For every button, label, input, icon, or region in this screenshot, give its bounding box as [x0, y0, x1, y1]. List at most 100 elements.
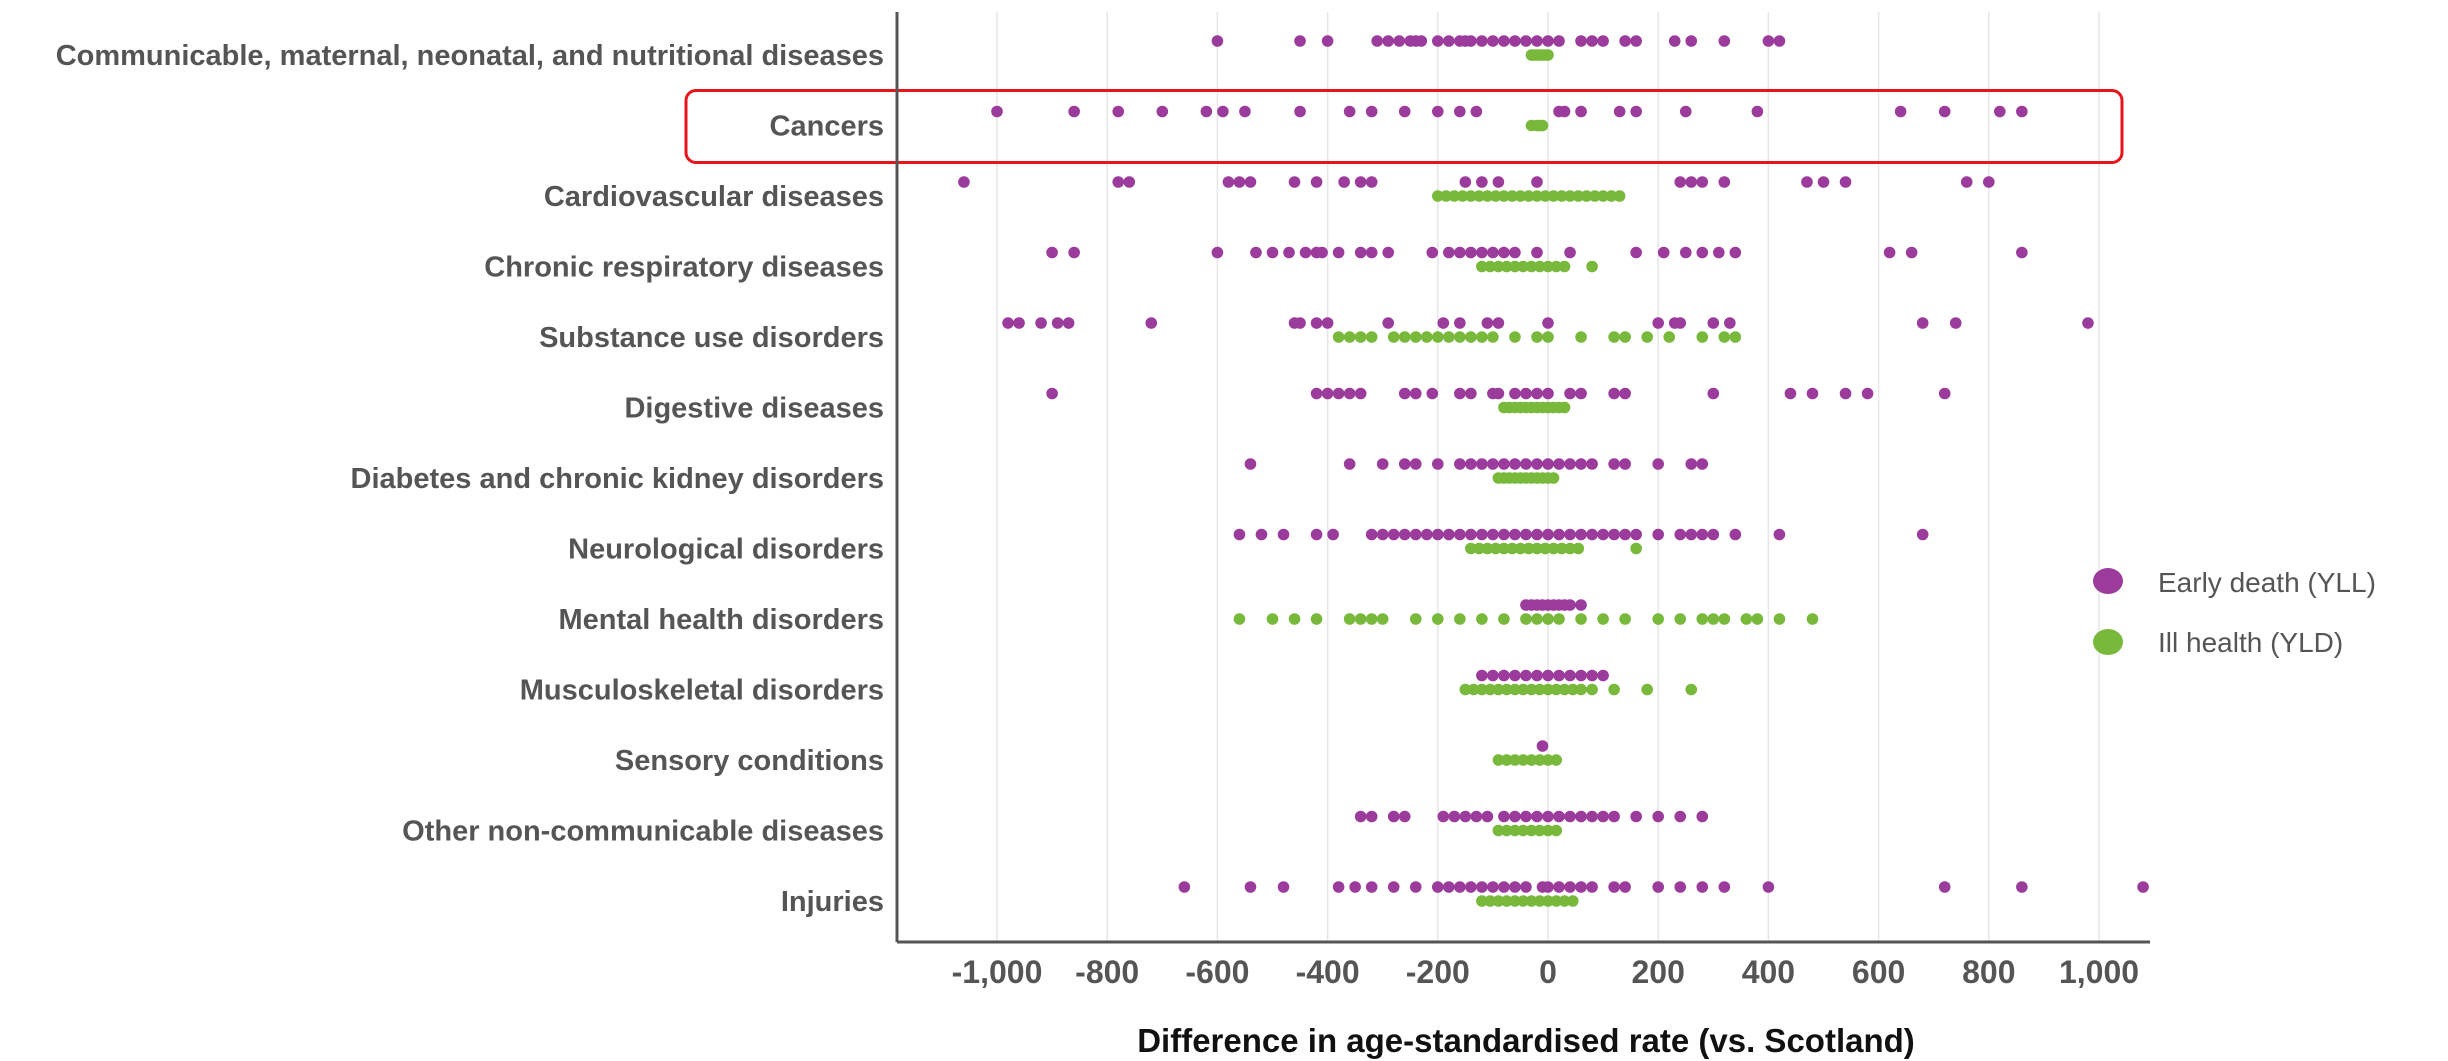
point-yll	[1652, 458, 1664, 470]
point-yll	[1310, 317, 1323, 329]
point-yll	[1674, 176, 1687, 188]
point-yll	[1707, 317, 1720, 329]
point-yll	[1443, 881, 1455, 893]
point-yld	[1520, 613, 1532, 625]
point-yll	[1321, 317, 1334, 329]
point-yld	[1685, 683, 1698, 696]
point-yld	[1542, 331, 1554, 343]
point-yll	[1387, 810, 1400, 823]
point-yll	[1145, 317, 1158, 329]
point-yll	[1994, 105, 2006, 118]
point-yld	[1533, 895, 1546, 907]
point-yld	[1550, 260, 1563, 273]
point-yll	[1564, 528, 1576, 541]
point-yll	[1520, 528, 1532, 541]
point-yll	[1002, 317, 1014, 329]
point-yll	[1608, 881, 1620, 893]
point-yld	[1525, 260, 1538, 273]
point-yld	[1266, 613, 1279, 625]
point-yld	[1652, 613, 1664, 625]
point-yll	[1321, 35, 1334, 47]
point-yll	[1718, 881, 1731, 893]
point-yll	[1432, 35, 1444, 47]
point-yll	[1553, 528, 1565, 541]
point-yld	[1525, 895, 1538, 907]
point-yld	[1531, 613, 1543, 625]
point-yll	[1520, 458, 1532, 470]
point-yld	[1509, 683, 1521, 696]
point-yll	[1465, 528, 1477, 541]
point-yld	[1489, 190, 1502, 202]
point-yll	[1586, 35, 1598, 47]
point-yll	[1674, 317, 1687, 329]
category-label: Mental health disorders	[558, 604, 884, 636]
point-yll	[1553, 458, 1565, 470]
point-yll	[1630, 810, 1642, 823]
point-yll	[1983, 176, 1995, 188]
x-tick-label: 200	[1632, 954, 1685, 990]
point-yll	[1938, 881, 1951, 893]
point-yld	[1492, 683, 1505, 696]
point-yll	[1509, 669, 1521, 682]
x-tick-label: 1,000	[2059, 954, 2139, 990]
point-yll	[1409, 458, 1422, 470]
point-yll	[1674, 881, 1687, 893]
point-yll	[1542, 35, 1554, 47]
point-yll	[1332, 881, 1345, 893]
point-yld	[1473, 190, 1485, 202]
point-yll	[1432, 105, 1444, 118]
x-tick-label: 0	[1539, 954, 1557, 990]
point-yll	[1564, 810, 1576, 823]
point-yll	[1465, 387, 1477, 400]
point-yld	[1509, 331, 1521, 343]
point-yld	[1555, 190, 1568, 202]
point-yld	[1432, 190, 1444, 202]
point-yld	[1542, 260, 1554, 273]
point-yll	[1685, 528, 1698, 541]
category-label: Other non-communicable diseases	[402, 816, 884, 848]
point-yld	[1608, 331, 1620, 343]
point-yll	[1696, 176, 1709, 188]
point-yld	[1476, 895, 1488, 907]
point-yll	[1454, 105, 1466, 118]
point-yll	[1178, 881, 1191, 893]
point-yll	[1806, 387, 1819, 400]
point-yld	[1566, 895, 1579, 907]
point-yll	[1575, 105, 1587, 118]
point-yld	[1467, 683, 1480, 696]
point-yll	[1476, 528, 1488, 541]
point-yll	[1420, 528, 1433, 541]
point-yld	[1553, 613, 1565, 625]
point-yll	[1398, 528, 1411, 541]
category-labels: Communicable, maternal, neonatal, and nu…	[56, 40, 884, 918]
point-yld	[1498, 542, 1510, 555]
point-yld	[1440, 190, 1452, 202]
point-yll	[1905, 246, 1918, 259]
point-yll	[1376, 458, 1389, 470]
point-yll	[1564, 669, 1576, 682]
point-yld	[1550, 824, 1563, 837]
point-yll	[1288, 176, 1301, 188]
legend-marker-yld	[2093, 629, 2123, 655]
x-tick-labels: -1,000 -800 -600 -400 -200 0 200 400 600 800 1,000	[952, 954, 2139, 990]
point-yld	[1500, 260, 1513, 273]
point-yll	[1393, 35, 1406, 47]
point-yll	[1817, 176, 1830, 188]
point-yll	[1432, 458, 1444, 470]
point-yll	[1553, 35, 1565, 47]
point-yld	[1484, 683, 1496, 696]
point-yld	[1517, 895, 1530, 907]
point-yll	[1657, 246, 1670, 259]
point-yll	[1062, 317, 1075, 329]
point-yll	[1520, 669, 1532, 682]
point-yll	[1724, 317, 1736, 329]
point-yll	[1387, 881, 1400, 893]
point-yll	[1465, 35, 1477, 47]
highlight-rect	[684, 89, 2124, 164]
point-yll	[1068, 105, 1080, 118]
point-yll	[1542, 881, 1554, 893]
point-yld	[1542, 895, 1554, 907]
point-yld	[1354, 613, 1367, 625]
point-yll	[1376, 528, 1389, 541]
point-yll	[1520, 387, 1532, 400]
